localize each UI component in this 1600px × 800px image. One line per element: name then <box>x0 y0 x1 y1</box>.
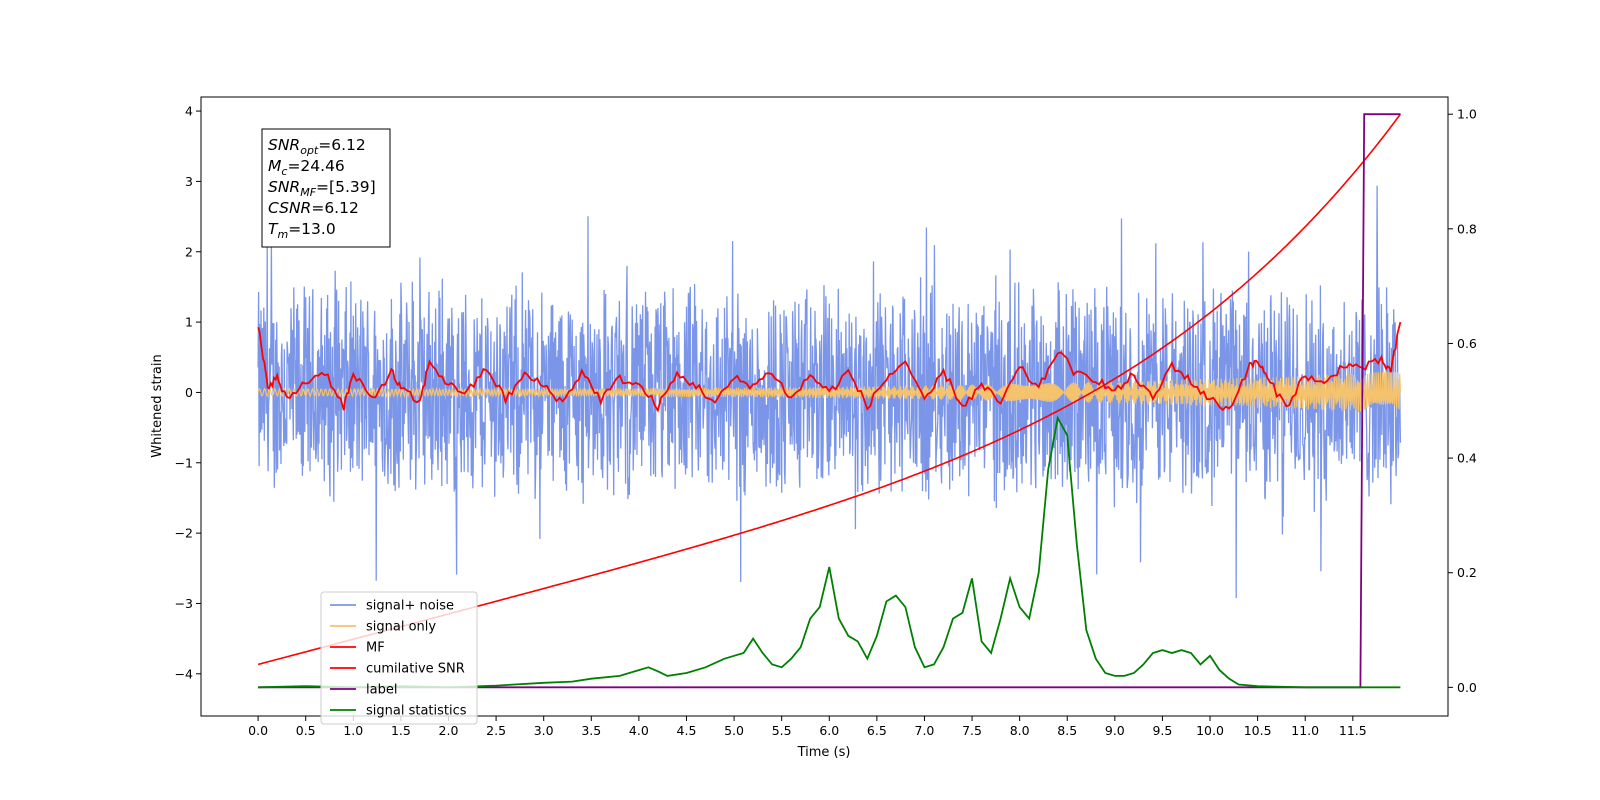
y-tick-label: −1 <box>175 455 193 470</box>
annotation-line: Tm=13.0 <box>268 220 336 241</box>
annotation-line: CSNR=6.12 <box>268 199 359 217</box>
y2-tick-label: 0.6 <box>1457 336 1477 351</box>
x-tick-label: 2.5 <box>486 723 506 738</box>
x-tick-label: 3.0 <box>534 723 554 738</box>
y-tick-label: 4 <box>185 104 193 119</box>
legend-label: signal+ noise <box>366 599 454 614</box>
x-tick-label: 9.0 <box>1105 723 1125 738</box>
y-axis-left: −4 −3 −2 −1 0 1 2 3 4 <box>175 104 201 681</box>
line-mf <box>257 321 1402 413</box>
legend-label: cumilative SNR <box>366 662 465 677</box>
y2-tick-label: 1.0 <box>1457 107 1477 122</box>
y-tick-label: 1 <box>185 315 193 330</box>
annotation-line: SNRMF=[5.39] <box>268 178 376 199</box>
legend-label: signal statistics <box>366 704 467 719</box>
x-axis: 0.0 0.5 1.0 1.5 2.0 2.5 3.0 3.5 4.0 4.5 5.0 5.5 6.0 6… <box>248 716 1367 738</box>
x-tick-label: 1.0 <box>343 723 363 738</box>
line-signal-statistics <box>258 415 1401 689</box>
x-tick-label: 2.0 <box>439 723 459 738</box>
legend-label: label <box>366 683 397 698</box>
series-mf <box>257 321 1402 413</box>
series-signal-statistics <box>258 415 1401 689</box>
annotation-line: Mc=24.46 <box>268 157 345 178</box>
x-tick-label: 7.0 <box>915 723 935 738</box>
x-tick-label: 11.5 <box>1339 723 1367 738</box>
line-label <box>258 113 1401 689</box>
x-tick-label: 0.5 <box>296 723 316 738</box>
y-axis-right: 0.0 0.2 0.4 0.6 0.8 1.0 <box>1448 107 1477 695</box>
y2-tick-label: 0.8 <box>1457 221 1477 236</box>
line-signal-noise <box>257 185 1402 599</box>
y2-tick-label: 0.4 <box>1457 451 1477 466</box>
plot-frame <box>200 96 1449 717</box>
series-signal-noise <box>257 185 1402 599</box>
x-tick-label: 5.5 <box>772 723 792 738</box>
x-tick-label: 3.5 <box>581 723 601 738</box>
x-tick-label: 1.5 <box>391 723 411 738</box>
y-tick-label: −3 <box>175 596 193 611</box>
x-axis-label: Time (s) <box>797 745 851 760</box>
annotation-box: SNRopt=6.12Mc=24.46SNRMF=[5.39]CSNR=6.12… <box>261 128 391 248</box>
y-tick-label: 2 <box>185 244 193 259</box>
legend-label: signal only <box>366 620 436 635</box>
legend: signal+ noise signal only MF cumilative SNR… <box>320 591 478 725</box>
x-tick-label: 10.0 <box>1196 723 1224 738</box>
y-tick-label: 3 <box>185 174 193 189</box>
x-tick-label: 5.0 <box>724 723 744 738</box>
x-tick-label: 8.0 <box>1010 723 1030 738</box>
legend-label: MF <box>366 641 385 656</box>
x-tick-label: 11.0 <box>1291 723 1319 738</box>
series-label <box>258 113 1401 689</box>
y-tick-label: −2 <box>175 526 193 541</box>
x-tick-label: 8.5 <box>1057 723 1077 738</box>
y-tick-label: 0 <box>185 385 193 400</box>
x-tick-label: 6.0 <box>819 723 839 738</box>
x-tick-label: 0.0 <box>248 723 268 738</box>
y2-tick-label: 0.0 <box>1457 680 1477 695</box>
y2-tick-label: 0.2 <box>1457 565 1477 580</box>
x-tick-label: 9.5 <box>1152 723 1172 738</box>
x-tick-label: 7.5 <box>962 723 982 738</box>
x-tick-label: 10.5 <box>1244 723 1272 738</box>
x-tick-label: 6.5 <box>867 723 887 738</box>
x-tick-label: 4.0 <box>629 723 649 738</box>
annotation-line: SNRopt=6.12 <box>268 136 366 157</box>
x-tick-label: 4.5 <box>677 723 697 738</box>
y-tick-label: −4 <box>175 666 193 681</box>
y-axis-label: Whitened strain <box>150 354 165 457</box>
